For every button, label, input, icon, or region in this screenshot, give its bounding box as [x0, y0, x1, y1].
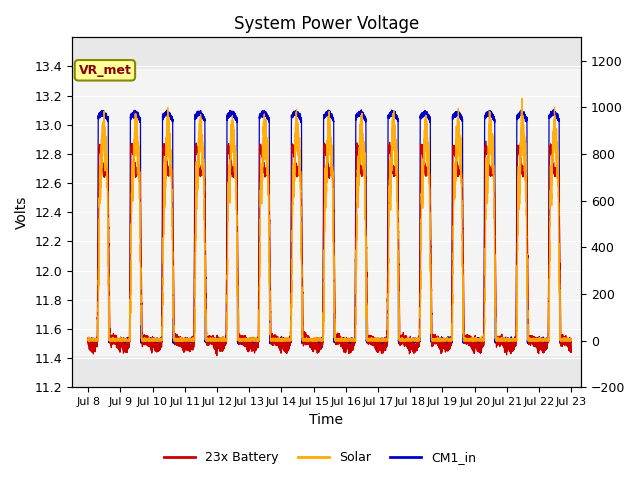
Y-axis label: Volts: Volts [15, 196, 29, 229]
Legend: 23x Battery, Solar, CM1_in: 23x Battery, Solar, CM1_in [159, 446, 481, 469]
Title: System Power Voltage: System Power Voltage [234, 15, 419, 33]
Text: VR_met: VR_met [79, 64, 131, 77]
Bar [72, 70, 581, 355]
X-axis label: Time: Time [310, 413, 344, 427]
